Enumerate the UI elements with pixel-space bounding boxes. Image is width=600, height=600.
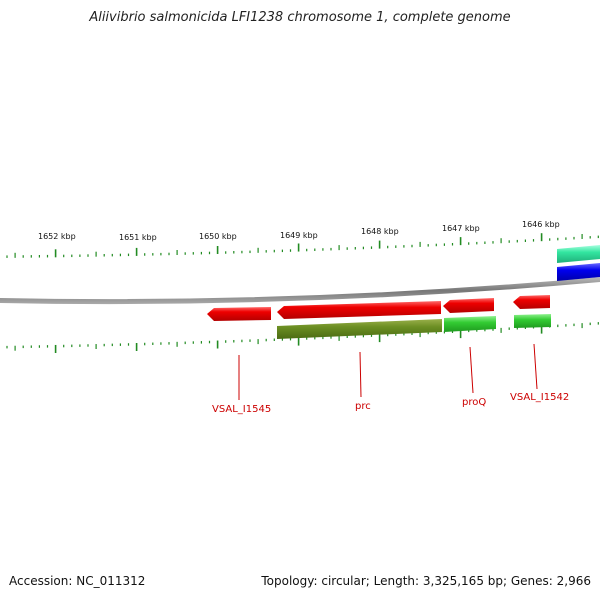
genome-summary-text: Topology: circular; Length: 3,325,165 bp… bbox=[261, 574, 591, 588]
gene-arrow-blue[interactable] bbox=[557, 263, 600, 281]
outer-tick-ring bbox=[6, 233, 599, 258]
gene-label-prc[interactable]: prc bbox=[355, 401, 371, 412]
gene-arrow-teal[interactable] bbox=[557, 245, 600, 263]
ruler-label-1646: 1646 kbp bbox=[522, 220, 560, 229]
ruler-label-1650: 1650 kbp bbox=[199, 232, 237, 241]
gene-arrow-vsal-i1542[interactable] bbox=[513, 295, 550, 309]
leader-line-prc bbox=[359, 351, 362, 398]
cds-bar-vsal-i1542[interactable] bbox=[514, 314, 551, 328]
ruler-label-1647: 1647 kbp bbox=[442, 224, 480, 233]
leader-line-vsal-i1542 bbox=[533, 343, 538, 390]
gene-label-vsal-i1542[interactable]: VSAL_I1542 bbox=[510, 392, 569, 403]
chromosome-backbone bbox=[0, 277, 600, 305]
gene-arrow-vsal-i1545[interactable] bbox=[207, 307, 271, 321]
accession-text: Accession: NC_011312 bbox=[9, 574, 146, 588]
cds-bar-prc[interactable] bbox=[277, 319, 442, 339]
gene-arrow-proq[interactable] bbox=[443, 298, 494, 313]
gene-label-proq[interactable]: proQ bbox=[462, 397, 486, 408]
cds-bar-proq[interactable] bbox=[444, 316, 496, 332]
ruler-label-1651: 1651 kbp bbox=[119, 233, 157, 242]
ruler-label-1649: 1649 kbp bbox=[280, 231, 318, 240]
ruler-label-1652: 1652 kbp bbox=[38, 232, 76, 241]
leader-line-proq bbox=[469, 346, 474, 394]
gene-arrow-prc[interactable] bbox=[277, 301, 441, 319]
ruler-label-1648: 1648 kbp bbox=[361, 227, 399, 236]
gene-label-vsal-i1545[interactable]: VSAL_I1545 bbox=[212, 404, 271, 415]
genome-title: Aliivibrio salmonicida LFI1238 chromosom… bbox=[89, 10, 511, 25]
